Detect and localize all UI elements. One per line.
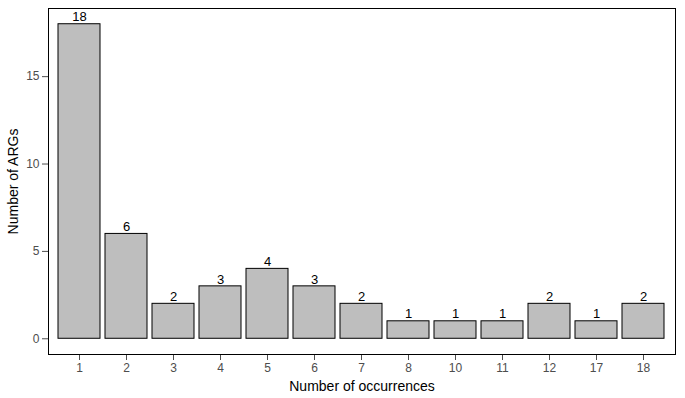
- svg-text:1: 1: [405, 306, 412, 321]
- svg-text:6: 6: [311, 361, 318, 375]
- svg-text:3: 3: [217, 272, 224, 287]
- svg-text:15: 15: [26, 69, 40, 83]
- svg-text:17: 17: [590, 361, 604, 375]
- svg-text:3: 3: [311, 272, 318, 287]
- svg-text:4: 4: [264, 254, 271, 269]
- svg-text:Number of occurrences: Number of occurrences: [289, 378, 435, 394]
- svg-text:7: 7: [358, 361, 365, 375]
- svg-text:2: 2: [358, 289, 365, 304]
- svg-text:2: 2: [123, 361, 130, 375]
- svg-text:3: 3: [170, 361, 177, 375]
- svg-text:5: 5: [33, 244, 40, 258]
- svg-text:11: 11: [496, 361, 509, 375]
- svg-text:2: 2: [546, 289, 553, 304]
- svg-text:Number of ARGs: Number of ARGs: [5, 129, 21, 235]
- svg-text:10: 10: [449, 361, 463, 375]
- svg-text:18: 18: [72, 9, 86, 24]
- svg-text:18: 18: [637, 361, 651, 375]
- svg-text:1: 1: [76, 361, 83, 375]
- svg-text:4: 4: [217, 361, 224, 375]
- svg-text:1: 1: [452, 306, 459, 321]
- svg-text:5: 5: [264, 361, 271, 375]
- svg-text:10: 10: [26, 157, 40, 171]
- svg-text:1: 1: [593, 306, 600, 321]
- svg-text:2: 2: [170, 289, 177, 304]
- svg-text:12: 12: [543, 361, 557, 375]
- svg-text:0: 0: [33, 332, 40, 346]
- svg-text:2: 2: [640, 289, 647, 304]
- svg-text:8: 8: [405, 361, 412, 375]
- svg-text:6: 6: [123, 219, 130, 234]
- svg-text:1: 1: [499, 306, 506, 321]
